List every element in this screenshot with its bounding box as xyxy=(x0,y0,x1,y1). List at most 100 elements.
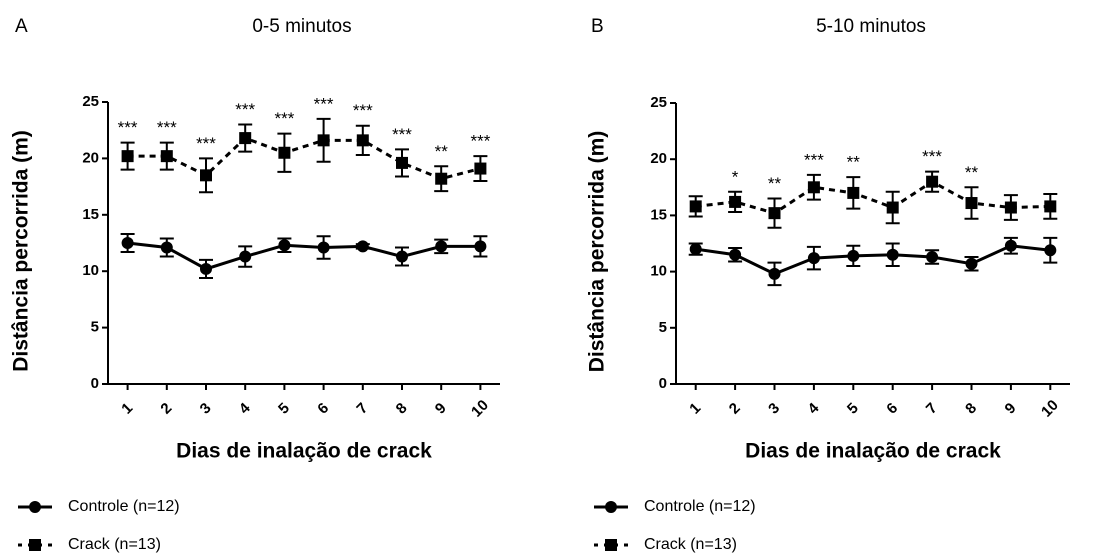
significance-label: ** xyxy=(435,142,449,161)
marker xyxy=(1004,201,1017,214)
marker xyxy=(474,240,487,253)
x-tick-label: 1 xyxy=(118,400,136,418)
x-tick-label: 6 xyxy=(314,400,332,418)
panel-label: B xyxy=(591,16,604,37)
significance-label: ** xyxy=(768,174,782,193)
y-tick-label: 20 xyxy=(650,150,667,167)
marker xyxy=(926,250,939,263)
legend-label: Controle (n=12) xyxy=(68,498,180,515)
significance-label: *** xyxy=(118,118,138,137)
marker xyxy=(847,249,860,262)
y-tick-label: 15 xyxy=(82,206,99,223)
marker xyxy=(926,175,939,188)
significance-label: *** xyxy=(157,118,177,137)
y-tick-label: 15 xyxy=(650,206,667,223)
panel-label: A xyxy=(15,16,28,37)
marker xyxy=(239,250,252,263)
marker xyxy=(396,250,408,263)
legend-marker xyxy=(605,501,617,513)
significance-label: *** xyxy=(922,147,942,166)
x-tick-label: 8 xyxy=(962,400,980,418)
series-line xyxy=(695,179,1051,215)
y-axis-title: Distância percorrida (m) xyxy=(10,130,33,372)
marker xyxy=(729,195,742,208)
legend-marker xyxy=(29,539,41,551)
marker xyxy=(160,241,173,254)
marker xyxy=(474,162,487,175)
marker xyxy=(160,150,173,163)
marker xyxy=(356,134,369,147)
series-line xyxy=(127,136,481,181)
series-line xyxy=(695,244,1051,276)
significance-label: *** xyxy=(353,101,373,120)
marker xyxy=(807,252,820,265)
x-tick-label: 5 xyxy=(844,400,862,418)
marker xyxy=(847,186,860,199)
marker xyxy=(317,134,330,147)
legend-marker xyxy=(605,539,617,551)
x-tick-label: 5 xyxy=(275,400,293,418)
marker xyxy=(200,169,212,182)
x-tick-label: 3 xyxy=(765,400,783,418)
legend-marker xyxy=(29,501,41,513)
x-axis-title: Dias de inalação de crack xyxy=(745,440,1001,463)
marker xyxy=(1004,239,1017,252)
significance-label: *** xyxy=(314,94,334,113)
marker xyxy=(1044,244,1057,257)
significance-label: ** xyxy=(965,163,979,182)
chart-title: 0-5 minutos xyxy=(252,16,351,37)
marker xyxy=(356,240,369,253)
x-tick-label: 2 xyxy=(726,400,744,418)
y-tick-label: 10 xyxy=(650,263,667,280)
significance-label: *** xyxy=(804,150,824,169)
y-tick-label: 20 xyxy=(82,149,99,166)
x-tick-label: 10 xyxy=(1038,397,1062,421)
marker xyxy=(886,248,899,261)
significance-label: ** xyxy=(847,153,861,172)
x-tick-label: 1 xyxy=(686,400,704,418)
marker xyxy=(689,243,702,256)
significance-label: *** xyxy=(196,134,216,153)
x-tick-label: 7 xyxy=(353,400,371,418)
y-tick-label: 25 xyxy=(82,93,99,110)
marker xyxy=(435,240,448,253)
marker xyxy=(886,201,899,214)
y-tick-label: 10 xyxy=(82,262,99,279)
x-axis-title: Dias de inalação de crack xyxy=(176,440,432,463)
x-tick-label: 7 xyxy=(923,400,941,418)
marker xyxy=(965,257,978,270)
legend-label: Crack (n=13) xyxy=(644,536,737,553)
marker xyxy=(278,239,291,252)
marker xyxy=(768,207,781,220)
series-line xyxy=(127,241,481,271)
marker xyxy=(435,172,448,185)
x-tick-label: 8 xyxy=(393,400,411,418)
y-tick-label: 0 xyxy=(659,375,667,392)
marker xyxy=(689,200,702,213)
significance-label: *** xyxy=(392,125,412,144)
legend-label: Controle (n=12) xyxy=(644,498,756,515)
y-tick-label: 25 xyxy=(650,94,667,111)
marker xyxy=(1044,200,1057,213)
x-tick-label: 9 xyxy=(432,400,450,418)
marker xyxy=(278,146,291,159)
y-axis-title: Distância percorrida (m) xyxy=(586,131,609,373)
chart-title: 5-10 minutos xyxy=(816,16,926,37)
marker xyxy=(396,156,408,169)
x-tick-label: 3 xyxy=(197,400,215,418)
marker xyxy=(768,267,781,280)
y-tick-label: 0 xyxy=(91,375,99,392)
y-tick-label: 5 xyxy=(91,319,99,336)
x-tick-label: 9 xyxy=(1002,400,1020,418)
marker xyxy=(121,237,134,249)
significance-label: *** xyxy=(274,109,294,128)
marker xyxy=(239,132,252,145)
x-tick-label: 6 xyxy=(883,400,901,418)
significance-label: *** xyxy=(470,132,490,151)
x-tick-label: 4 xyxy=(236,399,254,417)
significance-label: * xyxy=(732,167,739,186)
legend-label: Crack (n=13) xyxy=(68,536,161,553)
y-tick-label: 5 xyxy=(659,319,667,336)
marker xyxy=(807,181,820,194)
